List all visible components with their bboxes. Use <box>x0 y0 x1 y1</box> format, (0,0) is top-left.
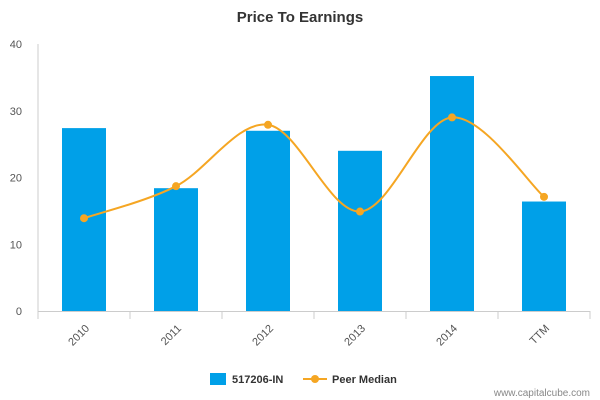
x-tick-label: 2013 <box>342 323 368 349</box>
legend-swatch-bar <box>210 373 226 385</box>
peer-median-point <box>356 207 364 216</box>
peer-median-point <box>172 182 180 191</box>
bar <box>430 76 474 311</box>
x-tick-label: 2011 <box>159 323 184 348</box>
bar <box>522 201 566 311</box>
x-tick-label: TTM <box>528 323 552 347</box>
x-tick-label: 2014 <box>434 323 460 349</box>
x-axis: 2010 2011 2012 2013 2014 TTM <box>37 311 591 349</box>
legend-swatch-point <box>311 375 319 383</box>
y-tick-label: 30 <box>10 106 22 118</box>
peer-median-series <box>80 113 548 223</box>
watermark-text: www.capitalcube.com <box>493 388 590 399</box>
legend: 517206-IN Peer Median <box>210 373 397 386</box>
y-tick-label: 40 <box>10 39 22 51</box>
y-axis: 0 10 20 30 40 <box>10 39 39 318</box>
x-tick-label: 2010 <box>66 323 92 349</box>
bar-series <box>62 76 566 311</box>
legend-label-line: Peer Median <box>332 374 397 386</box>
y-tick-label: 10 <box>10 239 22 251</box>
bar <box>246 130 290 311</box>
peer-median-point <box>540 192 548 201</box>
x-tick-label: 2012 <box>250 323 276 349</box>
peer-median-point <box>264 120 272 129</box>
legend-label-bar: 517206-IN <box>232 374 283 386</box>
chart-title: Price To Earnings <box>237 9 363 26</box>
peer-median-line <box>83 116 545 220</box>
bar <box>154 188 198 311</box>
peer-median-point <box>448 113 456 122</box>
y-tick-label: 20 <box>10 173 22 185</box>
bar <box>338 150 382 311</box>
y-tick-label: 0 <box>16 306 22 318</box>
peer-median-point <box>80 214 88 223</box>
